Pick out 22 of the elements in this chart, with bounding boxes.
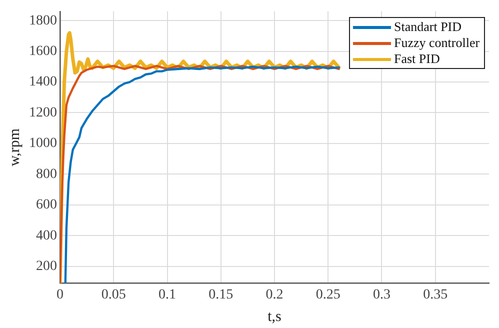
x-tick-label: 0.1 bbox=[158, 287, 176, 302]
y-axis-title: w,rpm bbox=[6, 128, 23, 166]
legend-label: Fuzzy controller bbox=[394, 35, 480, 52]
y-tick-label: 600 bbox=[36, 198, 57, 213]
x-tick-label: 0.35 bbox=[423, 287, 448, 302]
x-tick-label: 0.05 bbox=[101, 287, 126, 302]
x-tick-label: 0.2 bbox=[266, 287, 284, 302]
y-tick-label: 800 bbox=[36, 166, 57, 182]
x-axis-title: t,s bbox=[268, 308, 282, 325]
y-tick-label: 1800 bbox=[29, 13, 57, 28]
y-tick-label: 200 bbox=[36, 258, 57, 274]
legend-label: Fast PID bbox=[394, 51, 440, 68]
y-tick-label: 1200 bbox=[29, 105, 57, 120]
y-tick-label: 400 bbox=[36, 228, 57, 244]
x-tick-label: 0.15 bbox=[208, 287, 234, 302]
legend-label: Standart PID bbox=[394, 19, 462, 36]
y-tick-label: 1000 bbox=[29, 136, 57, 152]
y-tick-label: 1400 bbox=[29, 74, 57, 90]
x-tick-label: 0.3 bbox=[373, 287, 390, 302]
y-tick-label: 1600 bbox=[29, 44, 57, 59]
x-tick-label: 0 bbox=[56, 287, 64, 302]
x-tick-label: 0.25 bbox=[316, 287, 340, 302]
